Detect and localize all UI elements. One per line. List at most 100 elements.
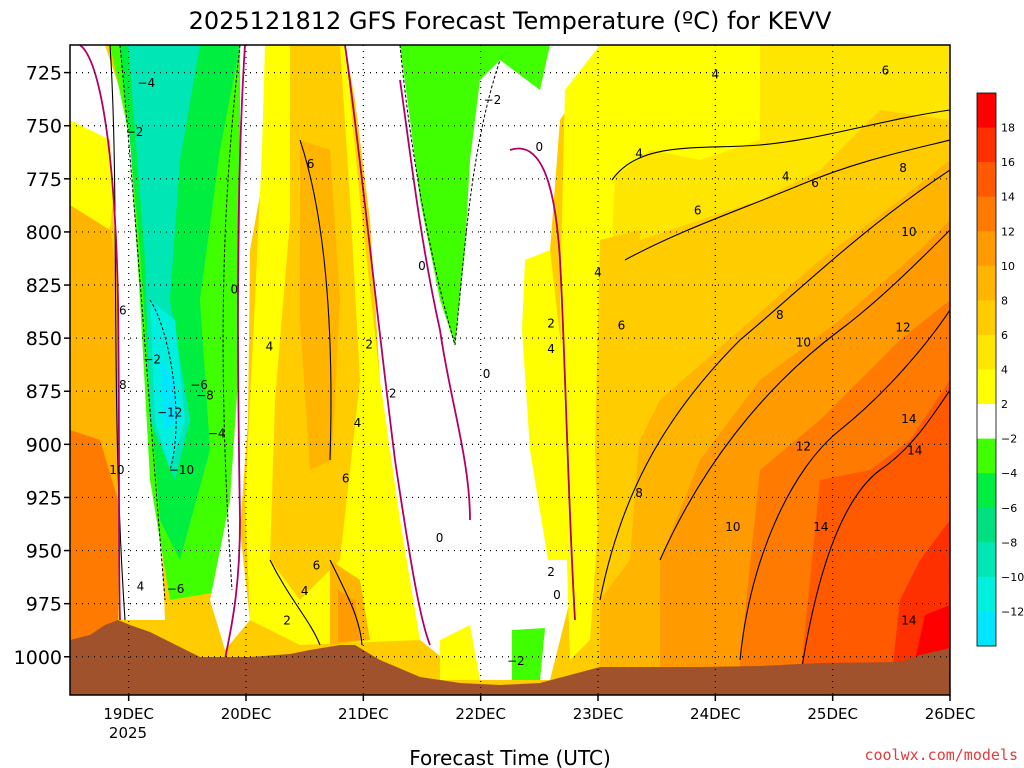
contour-label: 8 (119, 378, 127, 392)
contour-label: 6 (307, 157, 315, 171)
colorbar-swatch (977, 334, 996, 370)
field-left-white (70, 45, 165, 620)
y-tick-label: 1000 (14, 647, 62, 669)
y-tick-label: 725 (26, 63, 62, 85)
field-23dec-orange (595, 230, 640, 600)
y-axis: 725 750 775 800 825 850 875 900 925 950 975 1000 (14, 63, 70, 669)
plot-frame (69, 44, 951, 696)
colorbar-swatch (977, 162, 996, 198)
contour-label: 10 (109, 463, 124, 477)
x-tick-label: 22DEC (455, 705, 506, 723)
contour-label: 14 (907, 444, 922, 458)
contour-label: 0 (436, 531, 444, 545)
contour-label: 4 (354, 416, 362, 430)
colorbar-label: −10 (1001, 571, 1024, 584)
contour-label: 14 (813, 520, 828, 534)
contour-label: 6 (313, 558, 321, 572)
contour-label: 2 (283, 614, 291, 628)
contour-label: −4 (208, 427, 226, 441)
y-tick-label: 900 (26, 434, 62, 456)
y-tick-label: 775 (26, 169, 62, 191)
zero-isotherms (79, 45, 576, 661)
colorbar-label: −2 (1001, 433, 1017, 446)
contour-label: −2 (484, 93, 502, 107)
contour-label: 6 (618, 318, 626, 332)
colorbar-swatch (977, 231, 996, 267)
colorbar-swatch (977, 265, 996, 301)
contour-label: 4 (266, 340, 274, 354)
contour-label: 2 (547, 565, 555, 579)
field-21dec-hot-lobe (338, 590, 360, 642)
field-20dec-white (210, 45, 300, 650)
colorbar-label: −8 (1001, 536, 1017, 549)
field-left-warmer (70, 430, 118, 640)
colorbar-label: 4 (1001, 364, 1008, 377)
contour-label: 6 (119, 304, 127, 318)
colorbar-label: 16 (1001, 156, 1015, 169)
contour-label: 0 (553, 588, 561, 602)
field-22dec-green (400, 45, 550, 345)
colorbar-swatch (977, 196, 996, 232)
field-band-18 (915, 605, 950, 660)
colorbar-swatch (977, 300, 996, 336)
colorbar-label: 10 (1001, 260, 1015, 273)
colorbar-swatch (977, 93, 996, 129)
x-tick-label: 21DEC (338, 705, 389, 723)
contour-label: 6 (694, 204, 702, 218)
contour-label: 6 (882, 63, 890, 77)
surface-terrain (70, 620, 950, 695)
colorbar-swatch (977, 507, 996, 543)
colorbar: 18 16 14 12 10 8 6 4 2 −2 −4 −6 −8 −10 −12 (976, 92, 1024, 647)
contour-label: 0 (230, 282, 238, 296)
contour-label: 8 (899, 161, 907, 175)
colorbar-swatch (977, 576, 996, 612)
y-tick-label: 850 (26, 328, 62, 350)
y-tick-label: 875 (26, 381, 62, 403)
y-tick-label: 950 (26, 541, 62, 563)
chart-title: 2025121812 GFS Forecast Temperature (ºC)… (189, 7, 832, 35)
x-tick-label: 26DEC (925, 705, 976, 723)
colorbar-label: −6 (1001, 502, 1017, 515)
colorbar-swatch (977, 404, 996, 440)
x-axis-title: Forecast Time (UTC) (409, 746, 611, 768)
contour-lines-negative (119, 45, 501, 601)
x-axis: 19DEC 20DEC 21DEC 22DEC 23DEC 24DEC 25DEC 26DEC (103, 695, 975, 723)
field-cold-mint (128, 45, 200, 480)
colorbar-swatch (977, 127, 996, 163)
x-tick-label: 23DEC (573, 705, 624, 723)
y-tick-label: 975 (26, 594, 62, 616)
colorbar-swatch (977, 542, 996, 578)
colorbar-frame (976, 92, 997, 647)
contour-label: 12 (796, 439, 811, 453)
contour-label: −4 (137, 76, 155, 90)
contour-label: 10 (901, 225, 916, 239)
colorbar-swatch (977, 611, 996, 647)
contour-label: 10 (725, 520, 740, 534)
colorbar-swatch (977, 473, 996, 509)
field-cold-light-cyan (160, 360, 178, 430)
y-tick-label: 750 (26, 116, 62, 138)
contour-label: −6 (190, 378, 208, 392)
contour-label: 8 (635, 486, 643, 500)
field-23dec-yellow-strip (560, 45, 620, 660)
contour-label: 4 (782, 170, 790, 184)
contour-label: 6 (811, 176, 819, 190)
x-axis-year: 2025 (109, 724, 147, 742)
contour-label: −2 (143, 352, 161, 366)
contour-label: 2 (389, 386, 397, 400)
contour-label: 4 (635, 146, 643, 160)
contour-label: 2 (365, 338, 373, 352)
contour-label: 0 (483, 367, 491, 381)
contour-label: −2 (507, 654, 525, 668)
contour-label: 14 (901, 614, 916, 628)
contour-label: 10 (796, 335, 811, 349)
y-tick-label: 825 (26, 275, 62, 297)
grid (70, 45, 950, 695)
contour-label: 12 (895, 321, 910, 335)
field-20dec-orange-core (300, 140, 340, 470)
colorbar-label: 8 (1001, 294, 1008, 307)
field-22dec-yellow-strip (522, 250, 570, 560)
colorbar-label: 6 (1001, 329, 1008, 342)
contour-label: −2 (126, 125, 144, 139)
